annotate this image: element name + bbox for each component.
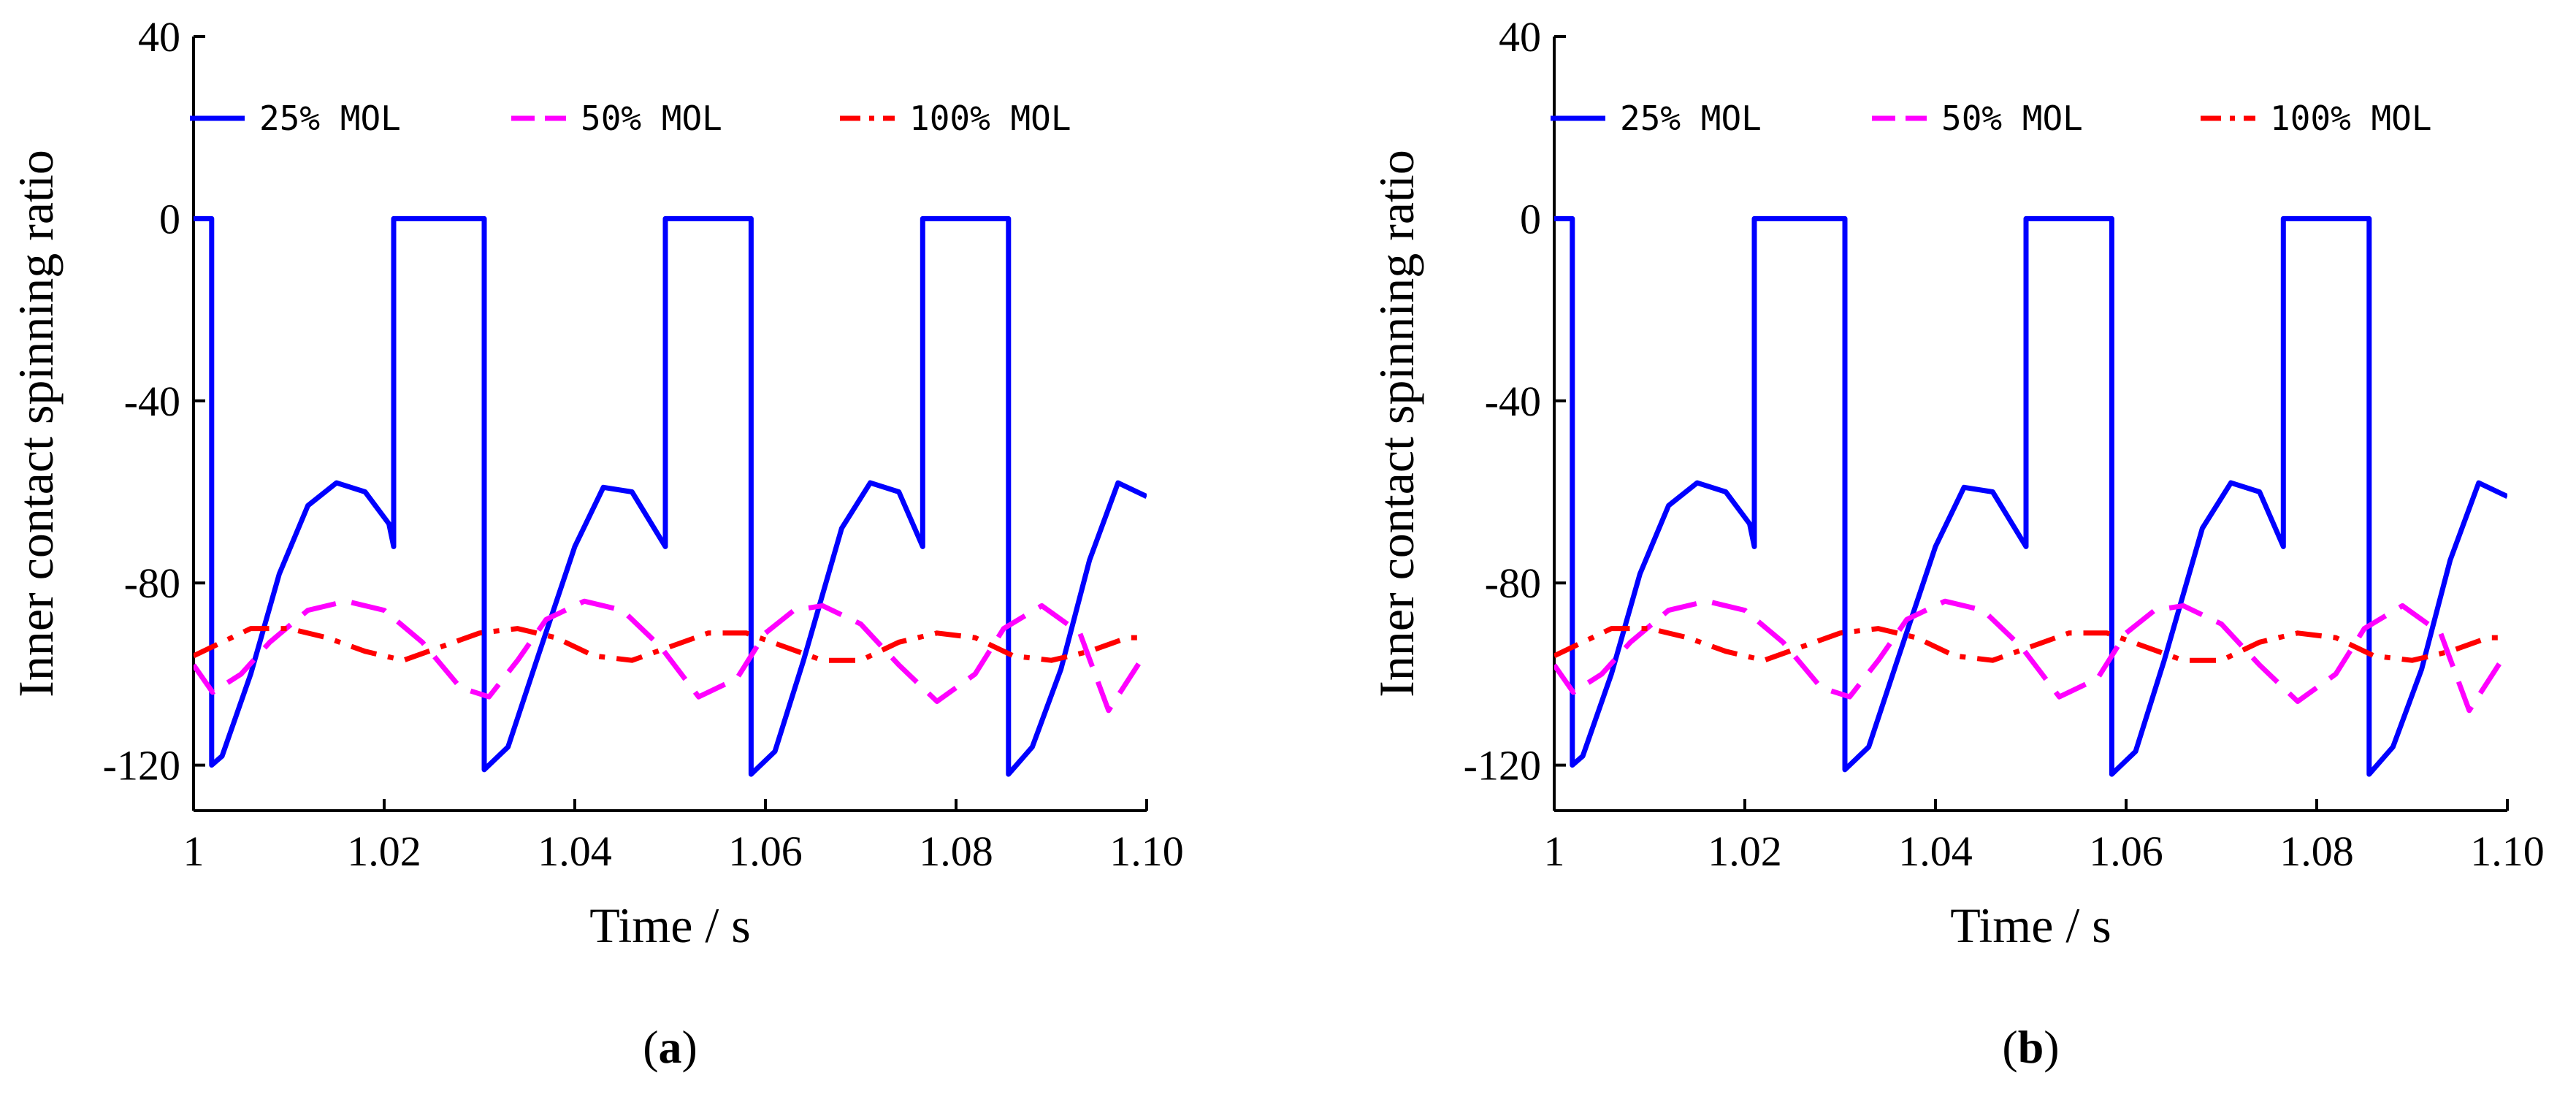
- x-axis-title: Time / s: [589, 898, 750, 953]
- y-tick-label: 40: [1499, 13, 1541, 61]
- legend-label: 100% MOL: [909, 99, 1071, 138]
- x-tick-label: 1.04: [1898, 827, 1973, 875]
- y-tick-label: 0: [159, 195, 180, 242]
- legend-label: 25% MOL: [259, 99, 401, 138]
- y-tick-label: -40: [124, 378, 180, 425]
- series-line-25-mol: [194, 215, 1147, 777]
- x-tick-label: 1.10: [1109, 827, 1184, 875]
- legend-label: 50% MOL: [581, 99, 722, 138]
- y-tick-label: -40: [1485, 378, 1541, 425]
- y-axis-title: Inner contact spinning ratio: [8, 150, 64, 697]
- y-axis-title: Inner contact spinning ratio: [1369, 150, 1424, 697]
- x-tick-label: 1.08: [919, 827, 993, 875]
- series-line-100-mol: [1554, 626, 2507, 663]
- panel-label: (a): [643, 1021, 697, 1073]
- y-tick-label: -120: [103, 742, 180, 789]
- x-tick-label: 1: [1544, 827, 1565, 875]
- series-line-25-mol: [1554, 215, 2507, 777]
- legend-label: 100% MOL: [2270, 99, 2432, 138]
- legend-label: 25% MOL: [1620, 99, 1762, 138]
- x-tick-label: 1.02: [1708, 827, 1782, 875]
- x-tick-label: 1.08: [2279, 827, 2354, 875]
- x-tick-label: 1.04: [538, 827, 612, 875]
- x-tick-label: 1.10: [2470, 827, 2545, 875]
- series-line-50-mol: [194, 598, 1147, 714]
- x-tick-label: 1.06: [728, 827, 803, 875]
- series-line-50-mol: [1554, 598, 2507, 714]
- y-tick-label: -80: [124, 559, 180, 607]
- panel-label: (b): [2002, 1021, 2059, 1073]
- series-line-100-mol: [194, 626, 1147, 663]
- x-tick-label: 1.02: [347, 827, 421, 875]
- y-tick-label: -80: [1485, 559, 1541, 607]
- y-tick-label: 0: [1520, 195, 1541, 242]
- legend-label: 50% MOL: [1941, 99, 2083, 138]
- y-tick-label: -120: [1464, 742, 1541, 789]
- y-tick-label: 40: [138, 13, 180, 61]
- x-axis-title: Time / s: [1950, 898, 2111, 953]
- x-tick-label: 1.06: [2089, 827, 2163, 875]
- x-tick-label: 1: [183, 827, 205, 875]
